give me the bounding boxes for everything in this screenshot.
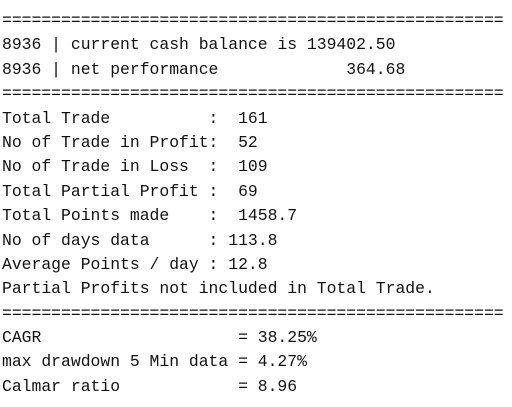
console-line: CAGR = 38.25% <box>2 328 317 348</box>
console-line: ========================================… <box>2 11 504 30</box>
console-line: No of days data : 113.8 <box>2 230 278 250</box>
console-line: Average Points / day : 12.8 <box>2 254 268 274</box>
console-line: Total Partial Profit : 69 <box>2 181 258 201</box>
console-line: max drawdown 5 Min data = 4.27% <box>2 352 307 372</box>
console-line: ========================================… <box>2 303 504 323</box>
console-line: ========================================… <box>2 84 504 104</box>
console-line: Total Trade : 161 <box>2 108 268 128</box>
console-line: No of Trade in Profit: 52 <box>2 132 258 152</box>
console-line: Partial Profits not included in Total Tr… <box>2 279 435 299</box>
console-line: Total Points made : 1458.7 <box>2 206 298 226</box>
console-line: Calmar ratio = 8.96 <box>2 376 298 396</box>
console-line: 8936 | net performance 364.68 <box>2 59 406 79</box>
console-line: 8936 | current cash balance is 139402.50 <box>2 35 396 55</box>
console-line: No of Trade in Loss : 109 <box>2 157 268 177</box>
